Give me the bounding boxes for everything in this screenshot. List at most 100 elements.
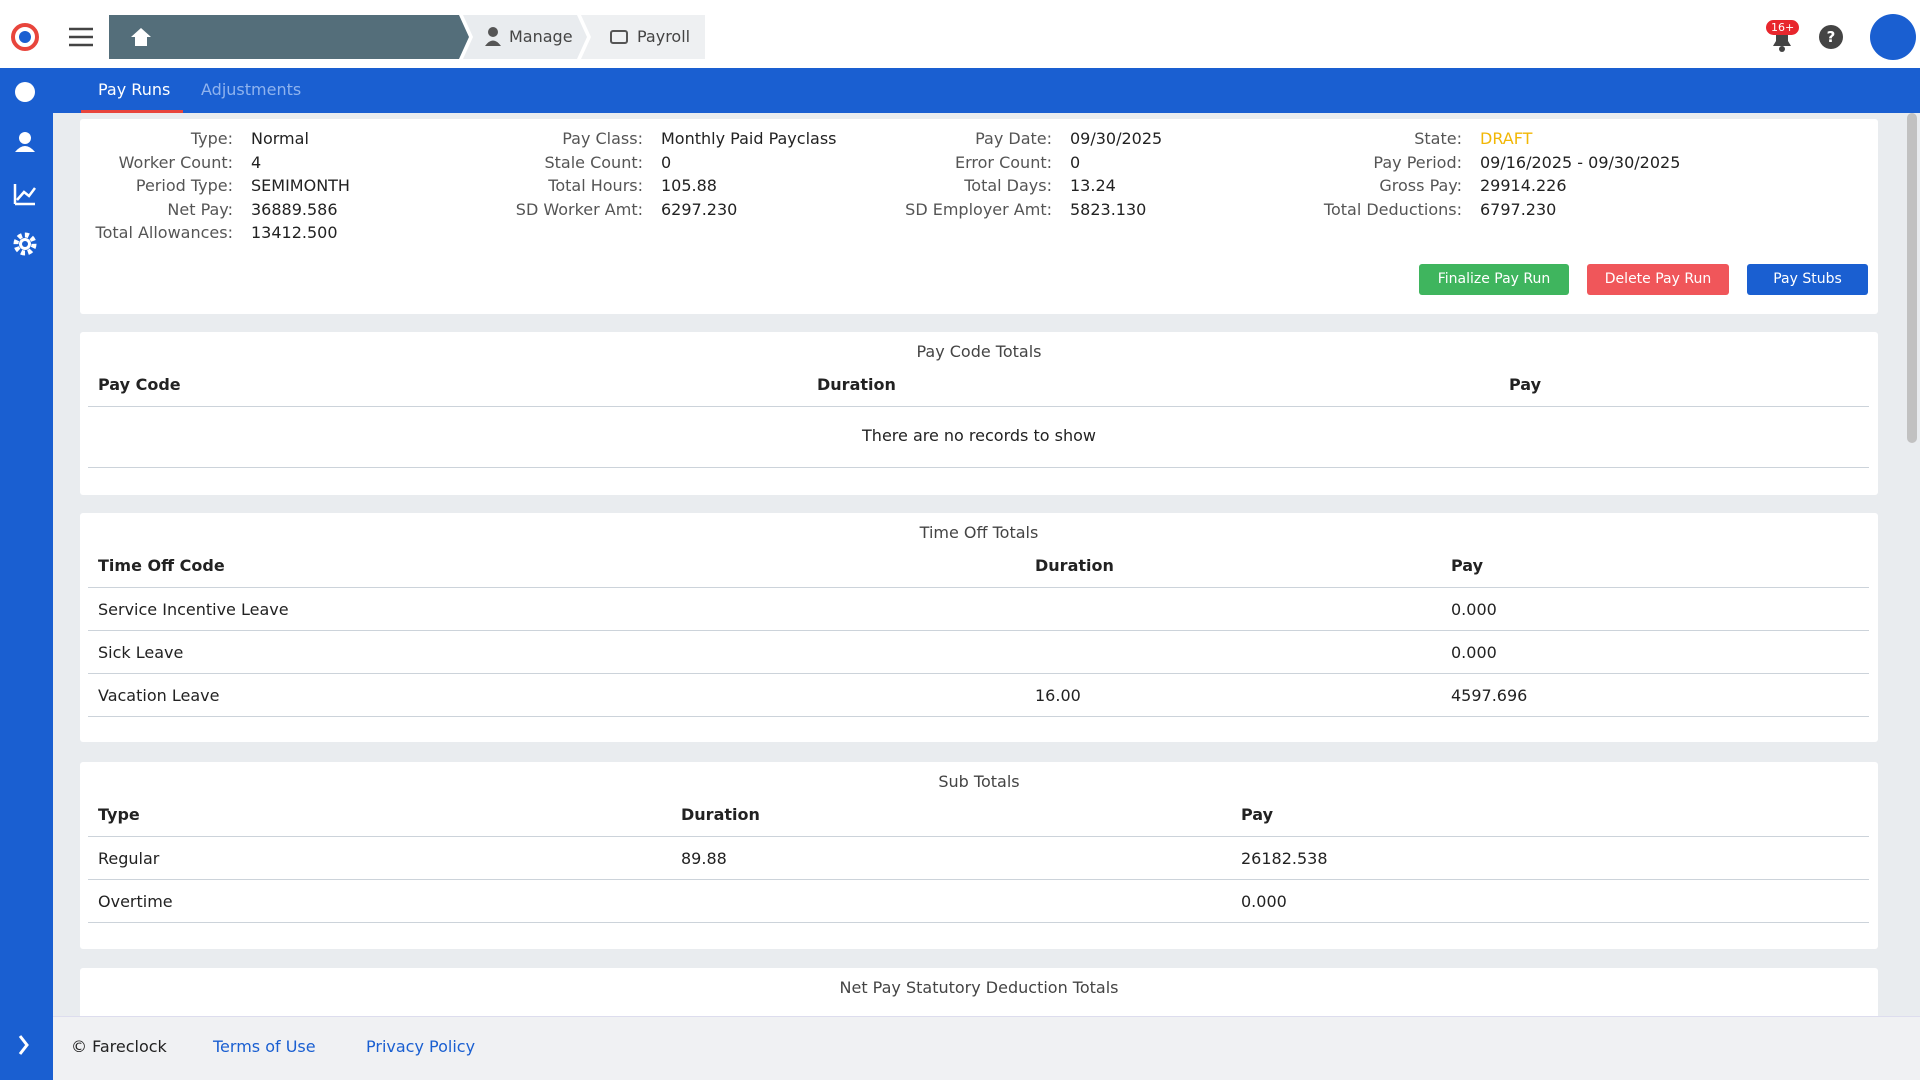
summary-field: Pay Period: 09/16/2025 - 09/30/2025	[1312, 153, 1680, 172]
logo	[11, 23, 39, 51]
menu-button[interactable]	[68, 27, 94, 47]
table-card: Sub Totals Type Duration Pay Regular 89.88 261…	[80, 762, 1878, 949]
summary-card: Finalize Pay Run Delete Pay Run Pay Stub…	[80, 119, 1878, 314]
field-value: 36889.586	[251, 199, 338, 219]
row-divider	[88, 836, 1869, 837]
table-cell: Overtime	[98, 892, 173, 911]
copyright: © Fareclock	[71, 1037, 167, 1056]
svg-text:?: ?	[1827, 28, 1836, 46]
field-value: 105.88	[661, 176, 717, 195]
table-title: Net Pay Statutory Deduction Totals	[839, 978, 1119, 997]
breadcrumb-item[interactable]: Manage	[509, 27, 573, 46]
row-divider	[88, 922, 1869, 923]
field-value: 29914.226	[1480, 176, 1567, 195]
table-cell: 4597.696	[1451, 686, 1528, 705]
field-label: Total Allowances:	[95, 223, 233, 242]
field-label: Type:	[190, 129, 233, 148]
row-divider	[88, 467, 1869, 468]
field-value: 09/30/2025	[1070, 129, 1163, 148]
tab[interactable]: Adjustments	[201, 80, 302, 99]
field-label: Period Type:	[135, 176, 233, 195]
field-label: Pay Date:	[975, 129, 1052, 148]
notification-badge: 16+	[1766, 20, 1800, 35]
column-header: Type	[98, 805, 140, 824]
summary-field: Stale Count: 0	[493, 153, 671, 172]
reports-icon[interactable]	[13, 184, 36, 206]
breadcrumb-item[interactable]: Payroll	[637, 27, 691, 46]
table-cell: 89.88	[681, 849, 727, 868]
row-divider	[88, 587, 1869, 588]
finalize-button[interactable]: Finalize Pay Run	[1419, 264, 1569, 295]
field-label: Stale Count:	[544, 152, 643, 172]
scrollbar	[1907, 113, 1917, 443]
column-header: Pay	[1241, 805, 1274, 824]
table-card: Pay Code Totals Pay Code Duration Pay There …	[80, 332, 1878, 495]
breadcrumb	[109, 15, 705, 59]
table-title: Pay Code Totals	[916, 342, 1042, 361]
field-label: Pay Class:	[562, 129, 643, 148]
summary-field: Total Allowances: 13412.500	[83, 223, 338, 242]
row-divider	[88, 630, 1869, 631]
table-cell: 0.000	[1241, 892, 1287, 911]
table-title: Sub Totals	[938, 772, 1020, 791]
summary-field: Total Deductions: 6797.230	[1312, 200, 1556, 219]
field-value: 4	[251, 152, 262, 172]
row-divider	[88, 716, 1869, 717]
summary-field: Net Pay: 36889.586	[83, 199, 338, 219]
delete-button[interactable]: Delete Pay Run	[1587, 264, 1729, 295]
column-header: Duration	[817, 375, 896, 394]
footer: © Fareclock Terms of Use Privacy Policy	[53, 1016, 1920, 1080]
expand-sidebar[interactable]	[18, 1035, 29, 1055]
sidebar-icons	[13, 82, 37, 1055]
field-value: 6797.230	[1480, 199, 1557, 219]
summary-field: Pay Class: Monthly Paid Payclass	[493, 129, 836, 148]
pay-stubs-button[interactable]: Pay Stubs	[1747, 264, 1868, 295]
column-header: Duration	[681, 805, 760, 824]
field-value: 5823.130	[1070, 199, 1147, 219]
row-divider	[88, 879, 1869, 880]
field-label: SD Employer Amt:	[905, 199, 1052, 219]
summary-field: Worker Count: 4	[83, 152, 262, 172]
settings-icon[interactable]	[13, 232, 37, 256]
column-header: Time Off Code	[98, 556, 225, 575]
table-cell: 26182.538	[1241, 849, 1328, 868]
field-label: Pay Period:	[1373, 152, 1462, 172]
breadcrumb-home[interactable]	[109, 15, 469, 59]
sidebar	[0, 68, 53, 1080]
field-label: State:	[1414, 129, 1462, 148]
footer-link[interactable]: Terms of Use	[213, 1037, 316, 1056]
tab-active[interactable]: Pay Runs	[98, 80, 171, 99]
column-header: Pay Code	[98, 375, 181, 394]
top-bar: Manage Payroll 16+ ?	[0, 0, 1920, 68]
field-value: DRAFT	[1480, 129, 1533, 148]
empty-message: There are no records to show	[862, 426, 1096, 445]
summary-field: Error Count: 0	[902, 153, 1080, 172]
table-cell: 16.00	[1035, 686, 1081, 705]
summary-field: SD Employer Amt: 5823.130	[902, 200, 1146, 219]
summary-field: Period Type: SEMIMONTH	[83, 176, 350, 195]
field-value: SEMIMONTH	[251, 176, 350, 195]
field-label: Net Pay:	[167, 199, 233, 219]
summary-field: Type: Normal	[83, 129, 309, 148]
field-value: 6297.230	[661, 199, 738, 219]
row-divider	[88, 673, 1869, 674]
user-avatar[interactable]	[1869, 13, 1917, 61]
field-value: Normal	[251, 129, 309, 148]
footer-link[interactable]: Privacy Policy	[366, 1037, 476, 1056]
table-cell: Vacation Leave	[98, 686, 220, 705]
field-label: Worker Count:	[118, 152, 233, 172]
summary-field: Gross Pay: 29914.226	[1312, 176, 1567, 195]
dashboard-icon[interactable]	[15, 82, 35, 102]
field-value: 0	[1070, 152, 1081, 172]
table-cell: Service Incentive Leave	[98, 600, 289, 619]
field-label: Gross Pay:	[1379, 176, 1462, 195]
summary-field: Total Days: 13.24	[902, 176, 1116, 195]
workers-icon[interactable]	[15, 132, 35, 152]
summary-field: State: DRAFT	[1312, 129, 1532, 148]
table-cell: 0.000	[1451, 643, 1497, 662]
table-cell: 0.000	[1451, 600, 1497, 619]
column-header: Pay	[1509, 375, 1542, 394]
field-value: 09/16/2025 - 09/30/2025	[1480, 152, 1681, 172]
help-button[interactable]: ?	[1818, 24, 1844, 50]
